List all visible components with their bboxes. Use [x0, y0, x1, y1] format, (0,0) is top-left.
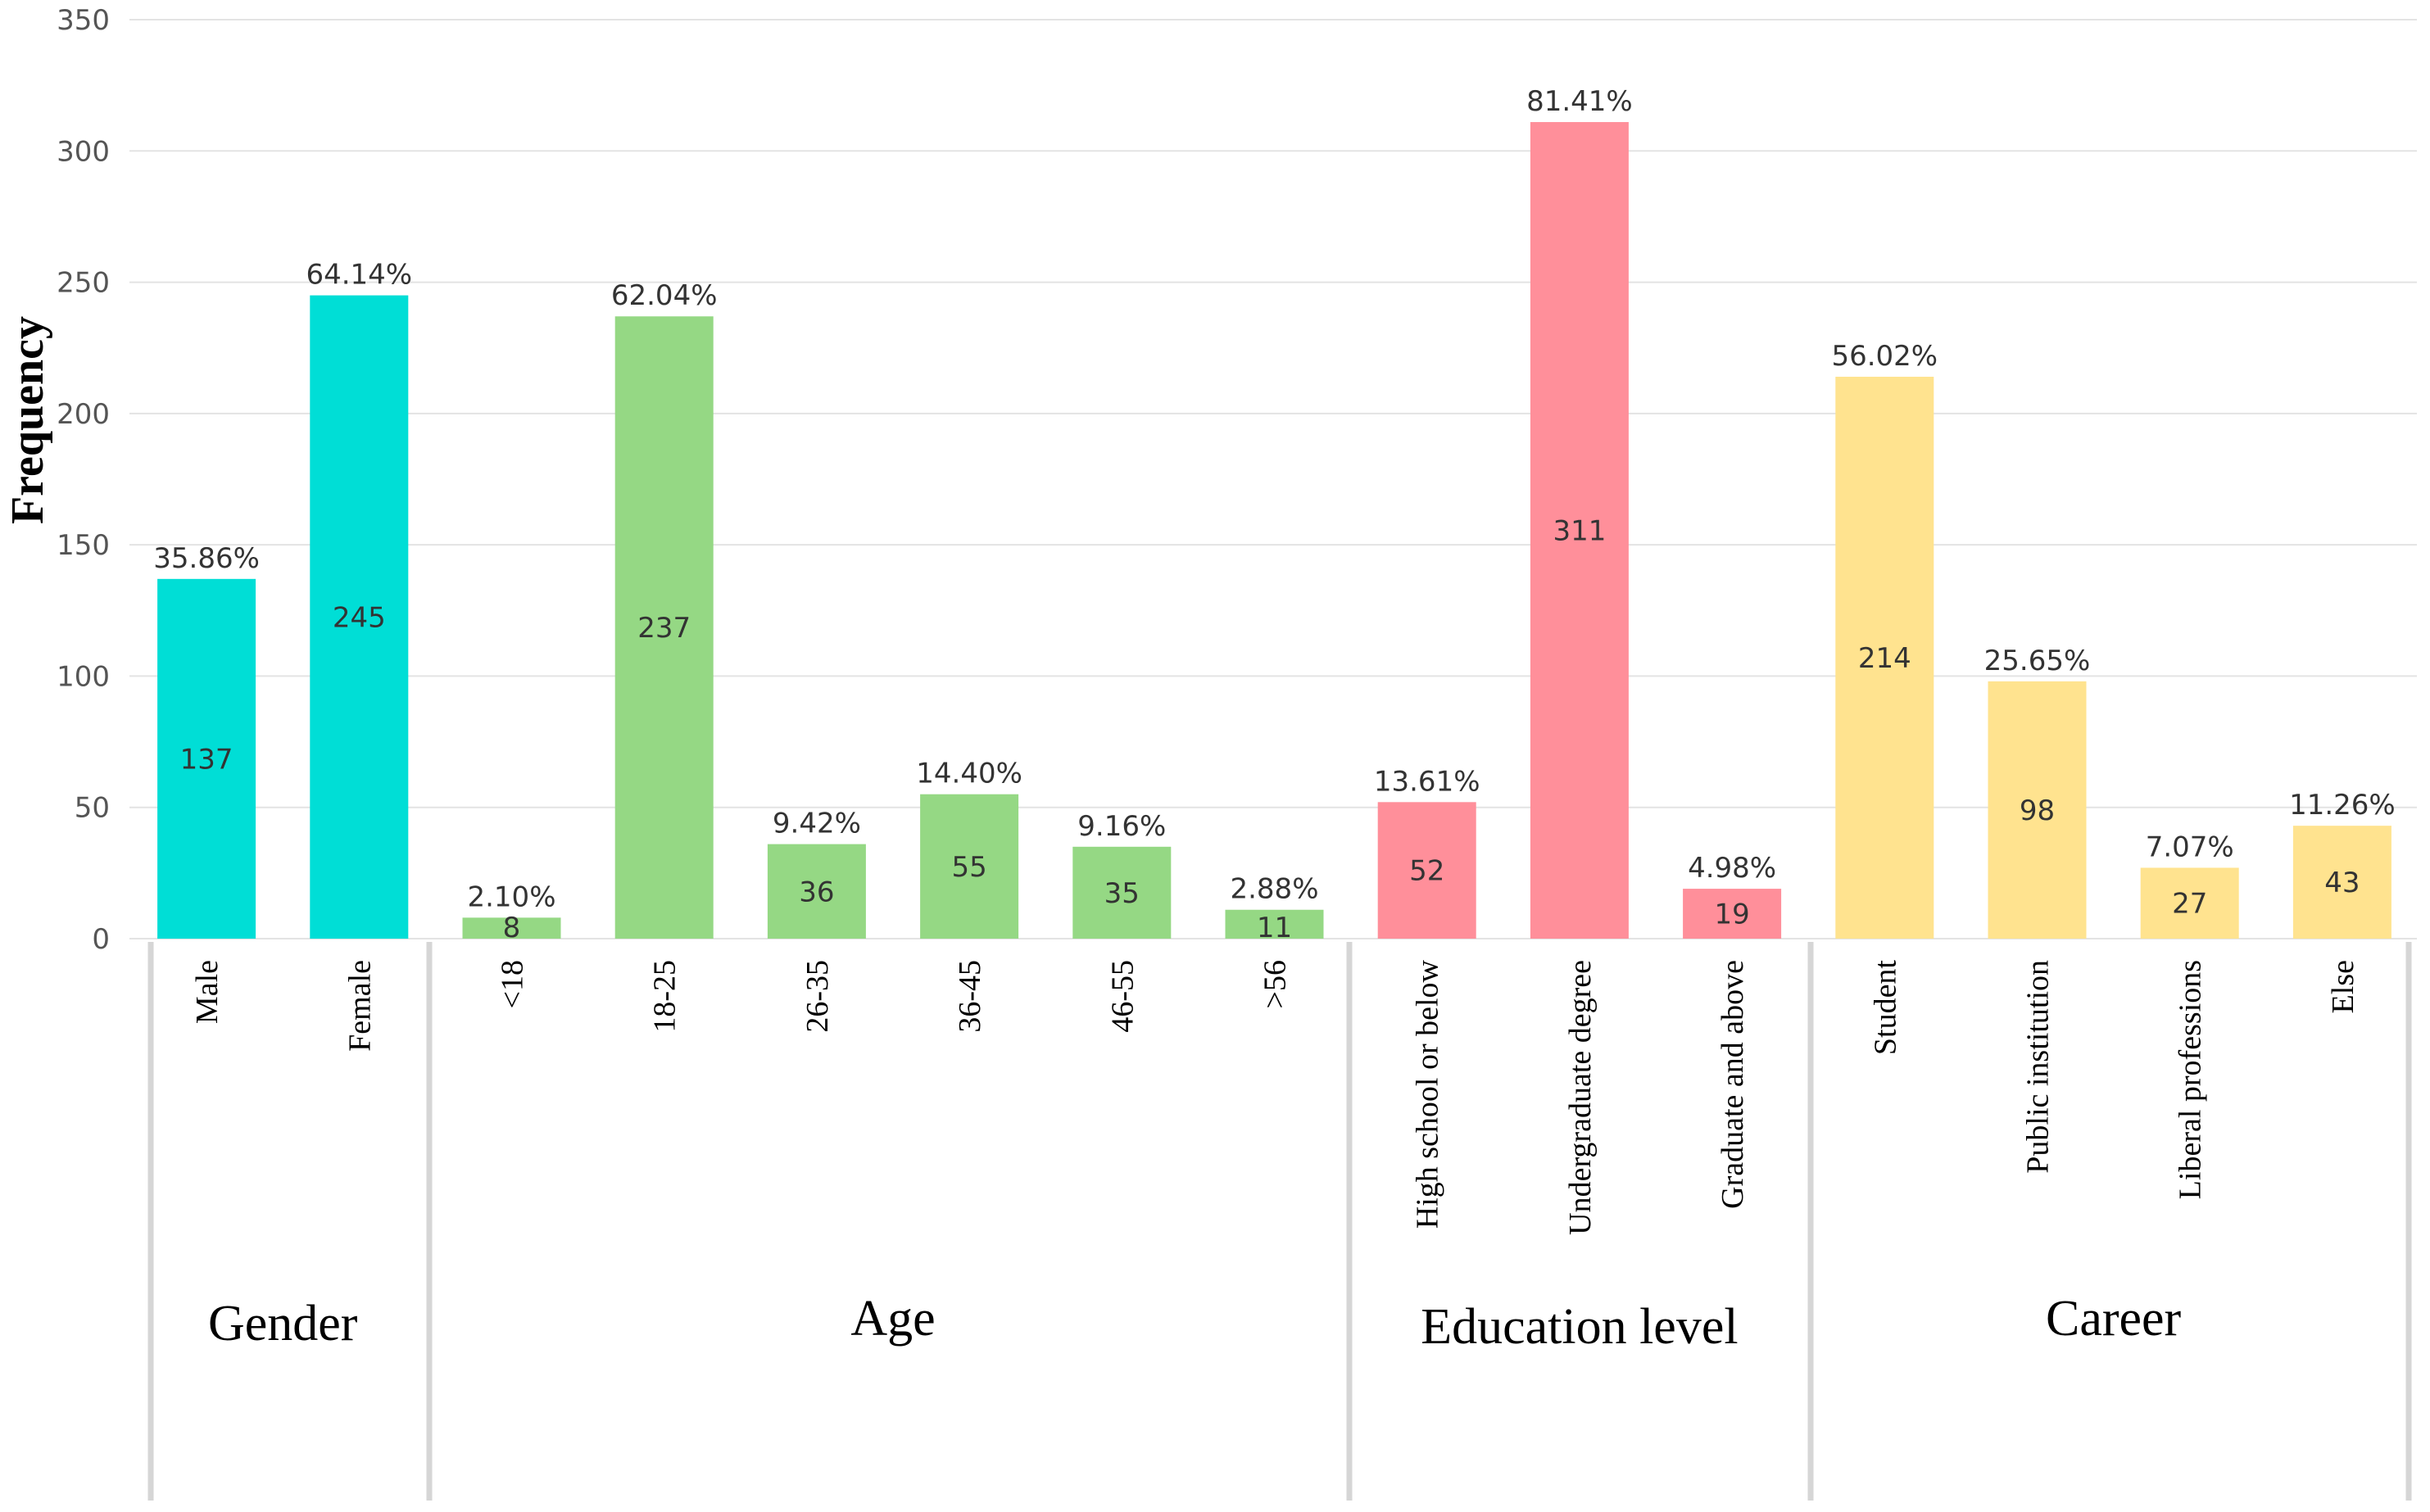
percent-label: 2.10% — [467, 880, 555, 913]
category-label: 46-55 — [1105, 960, 1140, 1033]
value-label: 137 — [180, 743, 233, 776]
group-label: Education level — [1421, 1299, 1738, 1355]
value-label: 98 — [2020, 794, 2055, 827]
bar — [1072, 846, 1172, 939]
category-label: >56 — [1258, 960, 1293, 1008]
percent-label: 14.40% — [916, 758, 1022, 790]
y-tick-label: 50 — [75, 792, 110, 825]
percent-label: 62.04% — [611, 279, 718, 312]
bar — [1683, 889, 1782, 939]
category-label: Male — [190, 960, 224, 1024]
bar — [2140, 867, 2239, 939]
group-label: Gender — [208, 1296, 358, 1351]
y-axis-label: Frequency — [2, 316, 53, 524]
percent-label: 11.26% — [2289, 789, 2396, 822]
bar — [157, 578, 256, 939]
bar — [2292, 826, 2391, 939]
value-label: 35 — [1104, 877, 1140, 910]
y-tick-label: 200 — [57, 398, 110, 431]
category-label: <18 — [496, 960, 530, 1008]
y-tick-label: 250 — [57, 267, 110, 300]
bar — [614, 316, 714, 939]
bar — [1377, 802, 1476, 939]
category-label: Undergraduate degree — [1563, 960, 1598, 1235]
separator-layer — [147, 942, 2412, 1501]
grid-layer: 0 50 100 150 200 250 300 350 — [57, 4, 2417, 956]
y-tick-label: 300 — [57, 135, 110, 168]
percent-label: 64.14% — [306, 259, 412, 292]
percent-label: 9.16% — [1077, 810, 1166, 843]
category-label: Female — [342, 960, 377, 1052]
category-label: 36-45 — [953, 960, 987, 1033]
value-label: 8 — [503, 912, 521, 944]
bar — [1225, 909, 1324, 939]
value-label: 36 — [799, 876, 834, 908]
value-label: 11 — [1257, 912, 1292, 944]
group-label: Career — [2046, 1291, 2182, 1347]
category-label: Else — [2326, 960, 2360, 1013]
bar — [1988, 681, 2087, 939]
group-label: Age — [850, 1291, 935, 1347]
label-layer: 35.86%137Male64.14%245FemaleGender2.10%8… — [153, 85, 2395, 1355]
category-label: 26-35 — [800, 960, 835, 1033]
y-tick-label: 350 — [57, 4, 110, 37]
percent-label: 56.02% — [1831, 340, 1938, 373]
value-label: 311 — [1553, 515, 1606, 548]
bar — [1835, 376, 1934, 939]
percent-label: 7.07% — [2146, 831, 2234, 863]
value-label: 43 — [2324, 867, 2360, 899]
percent-label: 9.42% — [773, 808, 861, 840]
value-label: 27 — [2172, 888, 2207, 921]
category-label: Graduate and above — [1716, 960, 1750, 1209]
category-label: High school or below — [1411, 959, 1445, 1229]
category-label: Student — [1868, 960, 1902, 1056]
percent-label: 4.98% — [1688, 852, 1776, 885]
percent-label: 81.41% — [1526, 85, 1633, 118]
category-label: Liberal professions — [2174, 960, 2208, 1199]
value-label: 19 — [1714, 899, 1749, 931]
percent-label: 25.65% — [1984, 645, 2091, 677]
bar — [462, 917, 561, 939]
value-label: 55 — [951, 851, 986, 884]
value-label: 245 — [333, 601, 386, 634]
category-label: Public institution — [2021, 960, 2056, 1174]
bar — [1530, 122, 1629, 939]
bar — [767, 844, 866, 939]
bar — [310, 295, 409, 939]
y-tick-label: 0 — [92, 923, 110, 956]
y-tick-label: 100 — [57, 660, 110, 693]
bar — [920, 794, 1019, 939]
y-tick-label: 150 — [57, 529, 110, 562]
value-label: 237 — [637, 612, 691, 645]
value-label: 214 — [1858, 642, 1911, 675]
bar-layer — [157, 122, 2391, 939]
percent-label: 2.88% — [1230, 873, 1318, 906]
value-label: 52 — [1409, 855, 1444, 888]
percent-label: 35.86% — [153, 542, 260, 575]
percent-label: 13.61% — [1374, 765, 1480, 798]
category-label: 18-25 — [648, 960, 682, 1033]
